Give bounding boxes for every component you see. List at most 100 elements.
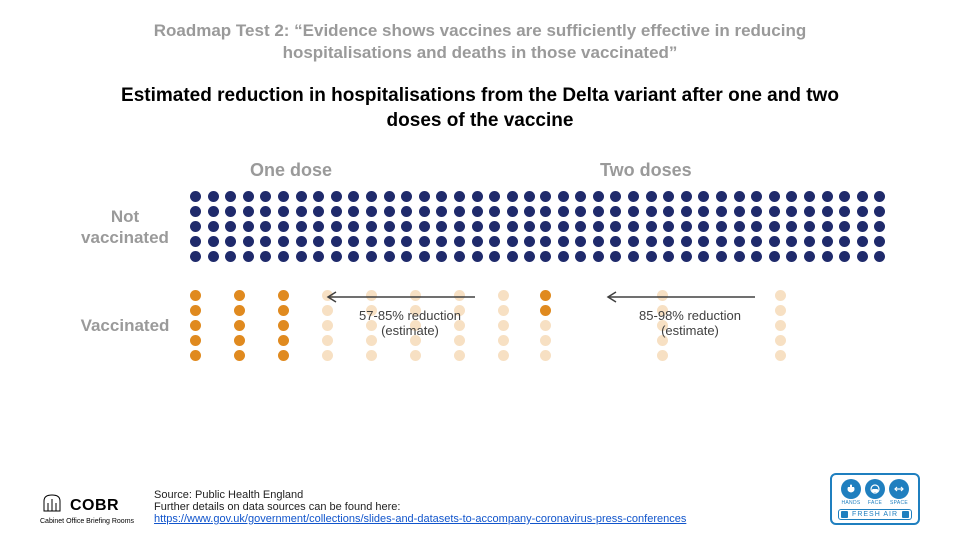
dot xyxy=(366,236,377,247)
dot-grid xyxy=(540,191,890,264)
dot xyxy=(225,236,236,247)
dot xyxy=(804,206,815,217)
dot xyxy=(234,350,245,361)
dot xyxy=(436,251,447,262)
dot xyxy=(401,206,412,217)
dot xyxy=(558,251,569,262)
details-link[interactable]: https://www.gov.uk/government/collection… xyxy=(154,513,686,525)
dot xyxy=(716,221,727,232)
dot xyxy=(698,191,709,202)
dot xyxy=(190,305,201,316)
dot xyxy=(698,236,709,247)
dot xyxy=(296,191,307,202)
dot xyxy=(296,206,307,217)
face-icon xyxy=(865,479,885,499)
dot xyxy=(366,206,377,217)
dot xyxy=(454,236,465,247)
dot xyxy=(234,305,245,316)
dot xyxy=(716,206,727,217)
dot xyxy=(348,221,359,232)
dot xyxy=(190,335,201,346)
dot xyxy=(681,236,692,247)
dot xyxy=(716,251,727,262)
dot xyxy=(472,206,483,217)
dot xyxy=(278,206,289,217)
dot xyxy=(874,251,885,262)
dot xyxy=(628,251,639,262)
dot xyxy=(769,236,780,247)
dot xyxy=(296,221,307,232)
dot xyxy=(804,236,815,247)
dot xyxy=(524,251,535,262)
dot xyxy=(208,251,219,262)
dot xyxy=(751,221,762,232)
dot xyxy=(575,206,586,217)
dot xyxy=(558,236,569,247)
dot xyxy=(646,221,657,232)
dot xyxy=(575,221,586,232)
dot xyxy=(278,350,289,361)
dot xyxy=(225,221,236,232)
dot xyxy=(243,236,254,247)
dot xyxy=(786,221,797,232)
dot xyxy=(874,191,885,202)
dot xyxy=(454,221,465,232)
dot xyxy=(857,191,868,202)
dot xyxy=(540,350,551,361)
dot xyxy=(348,236,359,247)
dot xyxy=(716,236,727,247)
dot xyxy=(278,191,289,202)
dot xyxy=(296,236,307,247)
source-line: Source: Public Health England xyxy=(154,489,686,501)
dot xyxy=(313,221,324,232)
dot xyxy=(208,221,219,232)
dot xyxy=(507,206,518,217)
dot xyxy=(331,221,342,232)
dot xyxy=(190,236,201,247)
dot xyxy=(575,236,586,247)
dot xyxy=(234,320,245,331)
dot xyxy=(698,221,709,232)
dot xyxy=(331,236,342,247)
hands-icon xyxy=(841,479,861,499)
dot xyxy=(663,251,674,262)
dot xyxy=(472,221,483,232)
dot xyxy=(384,206,395,217)
safety-label-space: SPACE xyxy=(889,500,909,506)
column-header-one-dose: One dose xyxy=(190,160,540,181)
dot xyxy=(751,191,762,202)
dot xyxy=(454,191,465,202)
row-label-vaccinated: Vaccinated xyxy=(60,316,190,336)
safety-label-hands: HANDS xyxy=(841,500,861,506)
dot xyxy=(786,236,797,247)
dot xyxy=(384,236,395,247)
dot xyxy=(260,221,271,232)
dot xyxy=(734,191,745,202)
dot xyxy=(857,251,868,262)
dot xyxy=(472,251,483,262)
dot xyxy=(628,206,639,217)
dot xyxy=(698,251,709,262)
dot xyxy=(775,350,786,361)
dot xyxy=(822,236,833,247)
dot xyxy=(558,191,569,202)
dot xyxy=(278,320,289,331)
dot xyxy=(384,191,395,202)
dot xyxy=(593,191,604,202)
dot xyxy=(278,251,289,262)
super-title: Roadmap Test 2: “Evidence shows vaccines… xyxy=(0,0,960,64)
dot xyxy=(822,206,833,217)
dot xyxy=(436,206,447,217)
dot xyxy=(507,251,518,262)
dot xyxy=(646,191,657,202)
dot xyxy=(278,236,289,247)
dot xyxy=(348,251,359,262)
dot xyxy=(663,206,674,217)
dot xyxy=(524,206,535,217)
crest-icon xyxy=(40,493,64,518)
dot xyxy=(498,350,509,361)
dot xyxy=(663,221,674,232)
dot xyxy=(540,236,551,247)
dot xyxy=(540,221,551,232)
dot xyxy=(260,251,271,262)
